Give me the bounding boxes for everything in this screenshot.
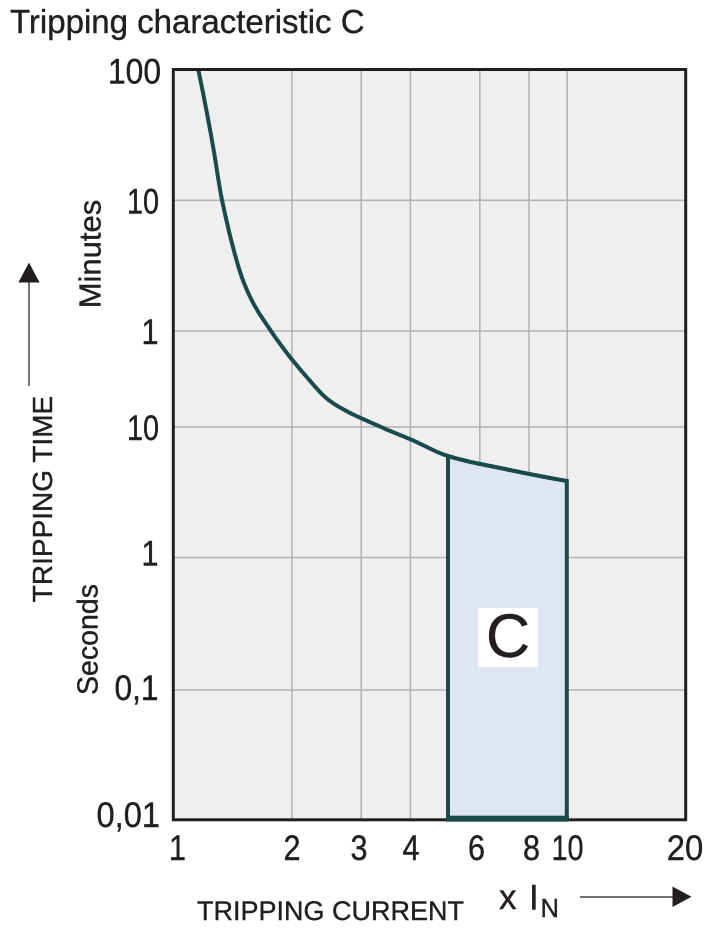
svg-text:I: I — [529, 879, 539, 918]
svg-text:3: 3 — [351, 829, 368, 868]
svg-text:0,1: 0,1 — [115, 669, 159, 708]
svg-text:Tripping characteristic C: Tripping characteristic C — [10, 3, 365, 40]
svg-text:Minutes: Minutes — [73, 200, 108, 309]
svg-text:10: 10 — [552, 829, 584, 868]
svg-text:4: 4 — [403, 829, 420, 868]
svg-text:2: 2 — [284, 829, 301, 868]
svg-text:Seconds: Seconds — [73, 584, 105, 695]
svg-text:1: 1 — [142, 534, 159, 573]
svg-text:100: 100 — [108, 52, 161, 91]
svg-text:10: 10 — [127, 409, 159, 448]
svg-text:20: 20 — [667, 829, 704, 868]
svg-text:C: C — [486, 602, 530, 670]
svg-text:0,01: 0,01 — [97, 796, 161, 835]
svg-text:6: 6 — [468, 829, 485, 868]
svg-text:x: x — [499, 878, 517, 917]
svg-text:1: 1 — [142, 313, 159, 352]
svg-text:1: 1 — [169, 829, 186, 868]
svg-text:8: 8 — [523, 829, 540, 868]
svg-text:10: 10 — [127, 182, 159, 221]
svg-text:N: N — [541, 895, 559, 923]
svg-text:TRIPPING CURRENT: TRIPPING CURRENT — [197, 896, 464, 926]
svg-text:TRIPPING TIME: TRIPPING TIME — [27, 396, 58, 602]
